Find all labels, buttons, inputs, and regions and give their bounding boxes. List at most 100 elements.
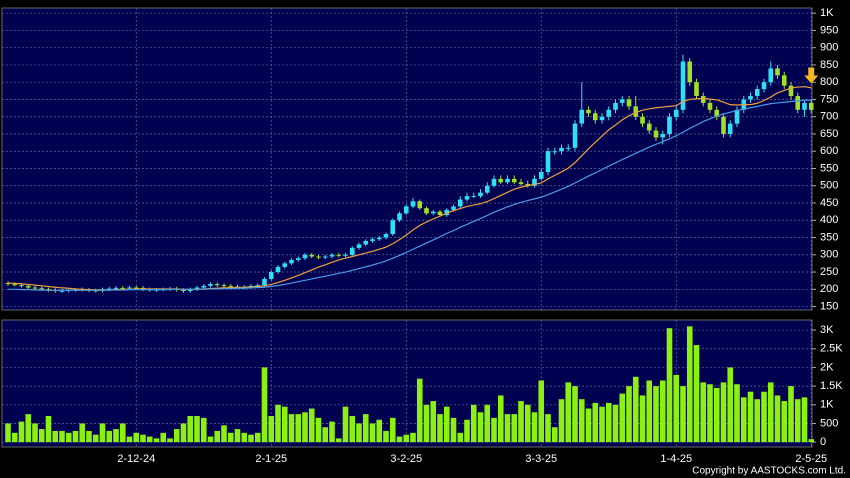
y-tick-label: 2.5K: [820, 343, 843, 355]
candle-body: [19, 285, 24, 287]
candle-body: [538, 171, 544, 179]
candle-body: [464, 196, 470, 200]
x-tick-label: 1-4-25: [660, 453, 692, 465]
candle-body: [660, 133, 666, 138]
candle-body: [336, 254, 342, 256]
y-tick-label: 400: [820, 214, 838, 226]
volume-bar: [126, 436, 133, 443]
candle-body: [673, 109, 679, 117]
volume-bar: [227, 432, 234, 443]
candle-body: [511, 178, 517, 183]
y-tick-label: 850: [820, 59, 838, 71]
volume-bar: [585, 408, 592, 443]
y-tick-label: 800: [820, 76, 838, 88]
candle-body: [349, 247, 355, 255]
volume-bar: [119, 423, 126, 443]
moving-average: [8, 99, 812, 291]
volume-bar: [369, 423, 376, 443]
candle-body: [707, 102, 713, 110]
candle-body: [390, 220, 396, 235]
volume-bar: [383, 430, 389, 443]
volume-bar: [302, 412, 308, 443]
candle-body: [748, 96, 753, 100]
volume-bar: [187, 415, 194, 443]
candle-body: [343, 254, 348, 256]
y-tick-label: 150: [820, 300, 838, 312]
volume-bar: [261, 367, 268, 443]
volume-bar: [25, 414, 32, 443]
y-tick-label: 0: [820, 436, 826, 448]
volume-bar: [639, 395, 646, 443]
volume-bar: [565, 382, 572, 443]
volume-bar: [254, 432, 261, 443]
volume-bar: [153, 438, 160, 443]
volume-bar: [524, 404, 531, 443]
candle-body: [552, 151, 558, 153]
candle-body: [559, 147, 564, 152]
volume-bar: [11, 432, 18, 443]
volume-bar: [551, 427, 558, 443]
volume-bar: [707, 384, 713, 443]
candle-body: [775, 68, 780, 76]
candle-body: [667, 116, 672, 134]
y-tick-label: 350: [820, 231, 838, 243]
candle-body: [289, 259, 294, 264]
volume-bar: [464, 419, 470, 443]
y-tick-label: 450: [820, 197, 838, 209]
candle-body: [633, 106, 639, 117]
candle-body: [397, 213, 402, 221]
candle-body: [478, 192, 483, 197]
volume-bar: [38, 429, 45, 443]
candle-body: [214, 284, 220, 286]
volume-bar: [281, 406, 288, 443]
candle-body: [383, 234, 389, 238]
x-tick-label: 3-2-25: [390, 453, 422, 465]
volume-bar: [592, 402, 599, 443]
candle-body: [613, 102, 618, 110]
volume-bar: [727, 367, 734, 443]
candle-body: [106, 288, 112, 290]
candle-body: [505, 178, 510, 183]
volume-bar: [599, 406, 605, 443]
moving-average: [7, 86, 812, 291]
x-tick-label: 2-1-25: [255, 453, 287, 465]
signal-arrow: [804, 67, 819, 84]
candle-body: [316, 256, 321, 258]
volume-bar: [680, 386, 686, 443]
candle-body: [302, 254, 308, 259]
volume-bar: [518, 401, 524, 443]
y-tick-label: 1K: [820, 399, 834, 411]
candle-body: [498, 178, 504, 183]
x-tick-label: 3-3-25: [525, 453, 557, 465]
candle-body: [471, 196, 477, 198]
candle-body: [680, 61, 686, 110]
volume-bar: [416, 378, 423, 443]
volume-bar: [572, 386, 578, 443]
candle-body: [59, 290, 65, 292]
candle-body: [356, 244, 362, 248]
candle-body: [545, 151, 551, 172]
volume-bar: [180, 423, 187, 443]
candle-body: [12, 284, 18, 286]
volume-bar: [808, 439, 815, 443]
candle-body: [403, 206, 409, 214]
y-tick-label: 650: [820, 128, 838, 140]
candle-body: [640, 116, 645, 124]
volume-bar: [673, 374, 680, 443]
volume-bar: [410, 432, 416, 443]
y-tick-label: 600: [820, 145, 838, 157]
volume-bar: [430, 401, 437, 443]
y-tick-label: 250: [820, 266, 838, 278]
y-tick-label: 550: [820, 162, 838, 174]
volume-bar: [612, 404, 619, 443]
candle-body: [761, 82, 767, 90]
y-tick-label: 200: [820, 283, 838, 295]
candle-body: [606, 109, 612, 117]
volume-bar: [207, 436, 214, 443]
candle-body: [181, 289, 186, 292]
candle-body: [721, 116, 726, 134]
candle-body: [113, 287, 119, 289]
volume-bar: [92, 434, 99, 443]
volume-bar: [761, 391, 767, 443]
